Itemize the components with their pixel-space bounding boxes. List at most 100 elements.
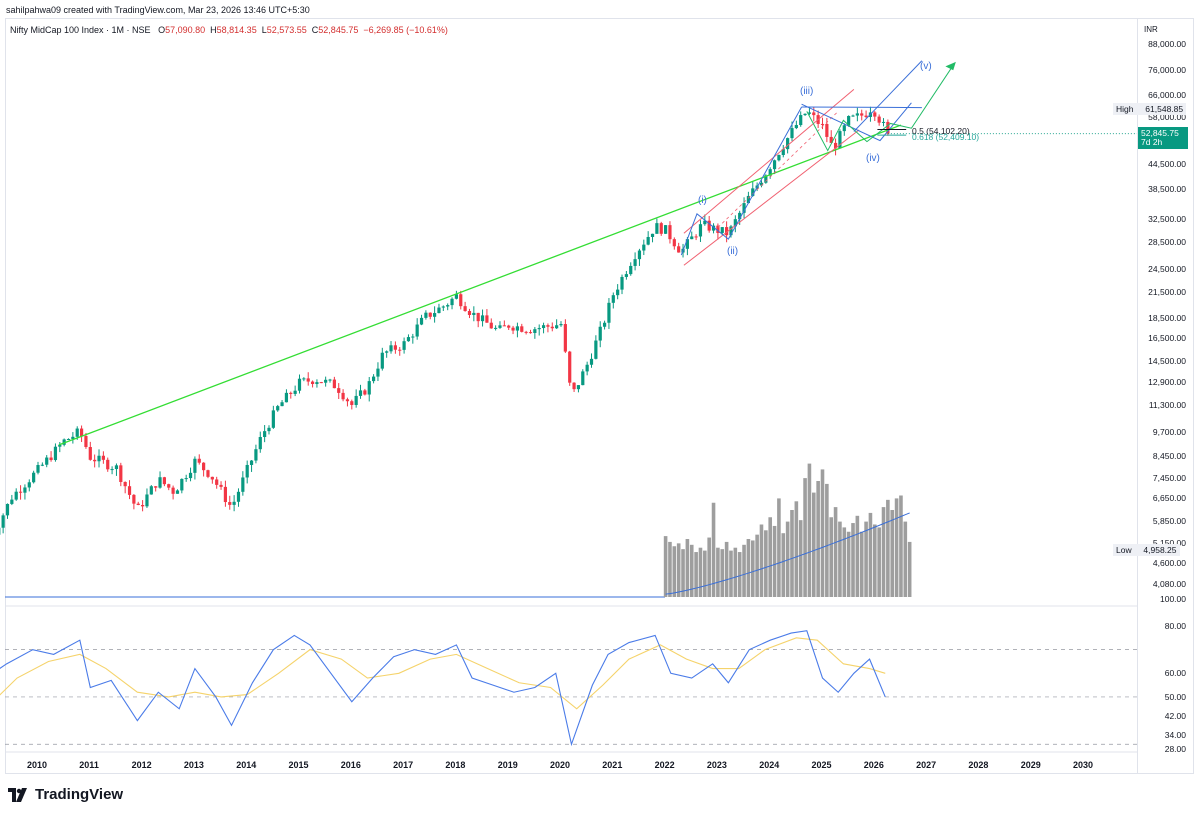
candle-body (306, 378, 310, 382)
candle-body (411, 336, 415, 338)
candle-body (807, 112, 812, 114)
price-axis[interactable] (1137, 18, 1194, 774)
candle-body (450, 298, 454, 306)
candle-body (759, 182, 764, 186)
candle-body (576, 385, 581, 390)
candle-body (467, 311, 472, 315)
volume-bar (886, 499, 890, 597)
candle-body (629, 265, 633, 275)
candle-body (768, 169, 772, 176)
candle-body (45, 457, 49, 465)
close-label: C (311, 25, 319, 35)
candle-body (502, 325, 506, 327)
candle-body (777, 155, 781, 161)
wedge-lines (801, 102, 912, 142)
candle-body (32, 472, 36, 483)
volume-bar (663, 536, 668, 597)
logo-text: TradingView (35, 786, 124, 803)
wave-path (680, 106, 803, 256)
volume-bar (676, 543, 681, 597)
candle-body (454, 294, 458, 299)
volume-bar (689, 544, 694, 597)
candle-body (228, 502, 232, 505)
candle-body (742, 203, 746, 213)
candle-body (184, 478, 188, 480)
currency-label[interactable]: INR (1144, 25, 1158, 34)
candle-body (546, 325, 550, 327)
wave-iv-projection (806, 64, 954, 152)
volume-bar (750, 540, 755, 597)
low-value: 52,573.55 (266, 25, 307, 35)
candle-body (563, 324, 567, 352)
volume-bar (729, 550, 733, 597)
rsi-line (0, 630, 886, 747)
candle-body (725, 227, 729, 236)
price-tick-label: 18,500.00 (1148, 313, 1186, 324)
candle-body (494, 327, 498, 329)
volume-bar (733, 547, 738, 597)
candle-body (27, 482, 31, 488)
price-tick-label: 76,000.00 (1148, 64, 1186, 75)
candle-body (441, 306, 445, 308)
candle-body (136, 503, 140, 505)
candle-body (589, 358, 594, 365)
candle-body (380, 352, 384, 369)
high-value: 58,814.35 (216, 25, 257, 35)
wave-iii-label: (iii) (800, 86, 814, 97)
candle-body (193, 458, 197, 473)
price-tick-label: 21,500.00 (1148, 286, 1186, 297)
year-label: 2011 (79, 760, 99, 770)
candle-body (66, 438, 71, 440)
candle-body (197, 458, 201, 463)
wave-ii-label: (ii) (727, 246, 739, 257)
candle-body (332, 379, 336, 389)
candle-body (284, 392, 289, 403)
channel-mid-line (717, 111, 839, 228)
candle-body (110, 469, 114, 471)
candle-body (498, 325, 502, 328)
candle-body (149, 486, 153, 495)
candle-body (533, 329, 537, 333)
candle-body (14, 491, 18, 500)
candle-body (171, 487, 175, 494)
candle-body (398, 349, 402, 351)
volume-bar (868, 512, 873, 597)
volume-bar (764, 530, 768, 597)
low-marker-value: 4,958.25 (1143, 545, 1177, 555)
year-label: 2026 (863, 760, 884, 770)
candle-body (141, 504, 145, 507)
candle-body (790, 128, 794, 139)
candle-body (358, 390, 363, 396)
candle-body (223, 486, 228, 503)
candle-body (376, 368, 380, 377)
candle-body (847, 115, 851, 126)
price-tick-label: 100.00 (1160, 594, 1186, 604)
year-label: 2029 (1020, 760, 1041, 770)
symbol-legend[interactable]: Nifty MidCap 100 Index · 1M · NSE O57,09… (10, 25, 448, 35)
price-tick-label: 11,300.00 (1148, 399, 1186, 410)
candle-body (694, 236, 698, 238)
volume-bar (746, 539, 751, 597)
volume-bar (790, 510, 794, 597)
candle-body (528, 332, 533, 334)
candle-body (428, 312, 432, 317)
candle-body (297, 378, 302, 391)
candle-body (62, 439, 66, 445)
candle-body (707, 220, 711, 231)
high-label: H (210, 25, 217, 35)
volume-bar (859, 531, 864, 597)
candle-body (158, 477, 162, 488)
candle-body (345, 399, 350, 402)
volume-bar (720, 549, 725, 597)
candle-body (781, 149, 785, 156)
candle-body (624, 274, 628, 277)
volume-bar (820, 469, 825, 597)
candle-body (328, 379, 332, 381)
volume-bar (807, 463, 812, 597)
tradingview-logo[interactable]: TradingView (8, 786, 123, 803)
candle-body (833, 142, 838, 149)
candle-body (49, 457, 53, 461)
year-label: 2018 (445, 760, 466, 770)
price-tick-label: 5,850.00 (1152, 515, 1186, 526)
